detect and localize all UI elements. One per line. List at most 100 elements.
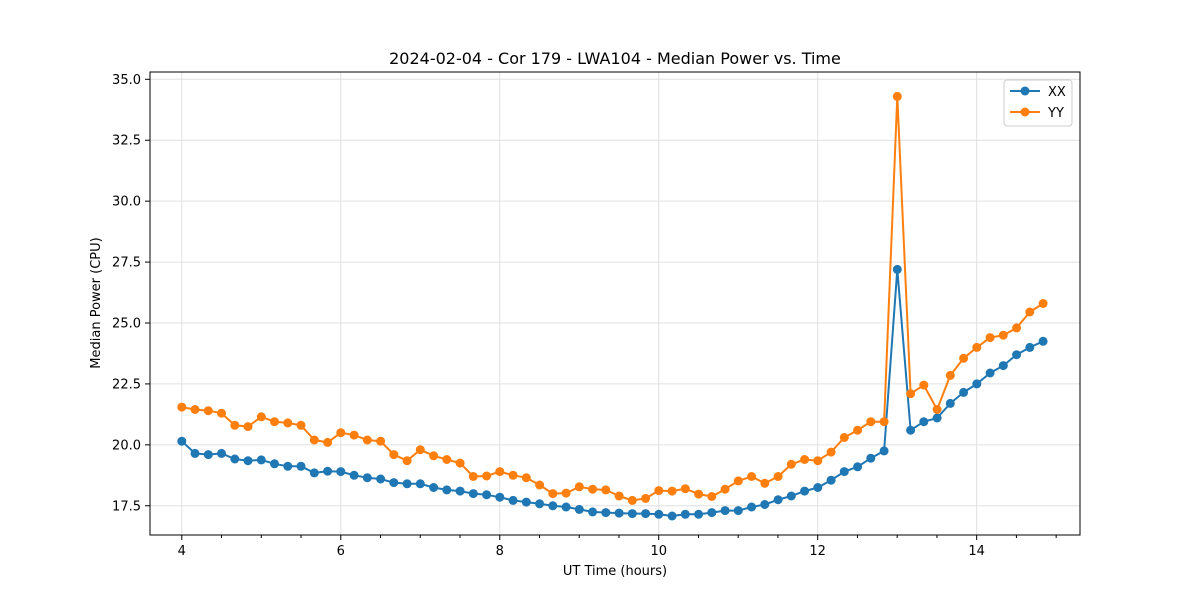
data-point-yy [866, 417, 876, 427]
data-point-xx [336, 467, 346, 477]
data-point-yy [482, 471, 492, 481]
data-point-yy [309, 435, 319, 445]
legend-yy-marker [1020, 107, 1030, 117]
data-point-yy [296, 420, 306, 430]
data-point-xx [919, 417, 929, 427]
data-point-yy [680, 484, 690, 494]
data-point-xx [482, 490, 492, 500]
legend-yy-label: YY [1047, 106, 1064, 121]
data-point-xx [177, 436, 187, 446]
data-point-xx [959, 387, 969, 397]
data-point-xx [906, 425, 916, 435]
data-point-yy [627, 495, 637, 505]
data-point-xx [786, 491, 796, 501]
data-point-yy [389, 450, 399, 460]
data-point-yy [402, 456, 412, 466]
data-point-yy [455, 458, 465, 468]
data-point-yy [919, 380, 929, 390]
y-tick-label: 32.5 [112, 134, 141, 149]
data-point-xx [1012, 350, 1022, 360]
series-layer [177, 91, 1048, 521]
data-point-yy [442, 455, 452, 464]
data-point-xx [535, 499, 545, 509]
y-axis-label: Median Power (CPU) [89, 237, 104, 368]
data-point-yy [601, 485, 611, 495]
data-point-xx [508, 495, 518, 505]
data-point-xx [402, 479, 412, 489]
data-point-yy [203, 406, 213, 416]
data-point-xx [296, 461, 306, 471]
data-point-yy [786, 459, 796, 469]
data-point-xx [415, 479, 425, 489]
data-point-xx [972, 379, 982, 389]
data-point-yy [1038, 299, 1048, 308]
data-point-xx [998, 361, 1008, 371]
data-point-yy [230, 420, 240, 430]
data-point-xx [243, 456, 253, 466]
grid [150, 72, 1080, 535]
data-point-yy [654, 486, 664, 496]
data-point-xx [747, 502, 757, 512]
data-point-yy [720, 484, 730, 494]
data-point-yy [177, 402, 187, 412]
data-point-yy [336, 428, 346, 438]
data-point-yy [906, 389, 916, 399]
data-point-xx [667, 511, 677, 521]
data-point-yy [256, 412, 266, 422]
data-point-yy [415, 445, 425, 455]
x-tick-label: 10 [650, 544, 667, 559]
data-point-yy [362, 435, 372, 445]
x-tick-label: 14 [968, 544, 985, 559]
data-point-yy [561, 488, 571, 498]
y-tick-label: 20.0 [112, 438, 141, 453]
data-point-yy [998, 330, 1008, 340]
data-point-xx [574, 504, 584, 514]
data-point-yy [495, 467, 505, 477]
x-tick-label: 8 [496, 544, 504, 559]
axis-ticks: 4 6 8 10 12 14 17.5 20.0 22.5 25.0 27.5 30.0 32.5 35.… [112, 73, 1057, 559]
data-point-xx [588, 507, 598, 517]
y-tick-label: 22.5 [112, 377, 141, 392]
data-point-yy [283, 418, 293, 428]
data-point-xx [389, 478, 399, 488]
data-point-xx [813, 483, 823, 492]
data-point-yy [323, 437, 333, 447]
data-point-yy [747, 472, 757, 481]
data-point-xx [270, 459, 279, 469]
data-point-xx [230, 454, 240, 464]
data-point-xx [283, 461, 293, 471]
data-point-yy [839, 433, 849, 442]
data-point-xx [760, 500, 770, 509]
data-point-xx [694, 509, 704, 519]
data-point-yy [694, 489, 704, 499]
data-point-xx [892, 264, 902, 274]
data-point-yy [588, 484, 598, 494]
data-point-yy [217, 408, 226, 418]
data-point-xx [455, 486, 465, 496]
x-axis-label: UT Time (hours) [563, 564, 667, 579]
data-point-xx [190, 448, 200, 458]
legend: XX YY [1003, 79, 1073, 127]
data-point-yy [813, 456, 823, 466]
data-point-xx [853, 462, 863, 472]
data-point-xx [601, 508, 611, 518]
data-point-xx [680, 509, 690, 519]
data-point-yy [429, 451, 439, 461]
legend-xx-label: XX [1048, 85, 1066, 100]
data-point-xx [217, 448, 226, 458]
data-point-xx [495, 492, 505, 502]
legend-xx-marker [1020, 86, 1030, 96]
y-tick-label: 30.0 [112, 195, 141, 210]
data-point-xx [256, 455, 266, 465]
data-point-xx [932, 413, 942, 423]
data-point-xx [309, 468, 319, 478]
data-point-xx [866, 453, 876, 463]
data-point-yy [800, 455, 810, 464]
data-point-yy [614, 491, 624, 501]
data-point-yy [574, 482, 584, 492]
data-point-yy [932, 405, 942, 414]
data-point-yy [667, 486, 677, 496]
data-point-xx [1025, 342, 1035, 352]
data-point-yy [707, 492, 717, 501]
